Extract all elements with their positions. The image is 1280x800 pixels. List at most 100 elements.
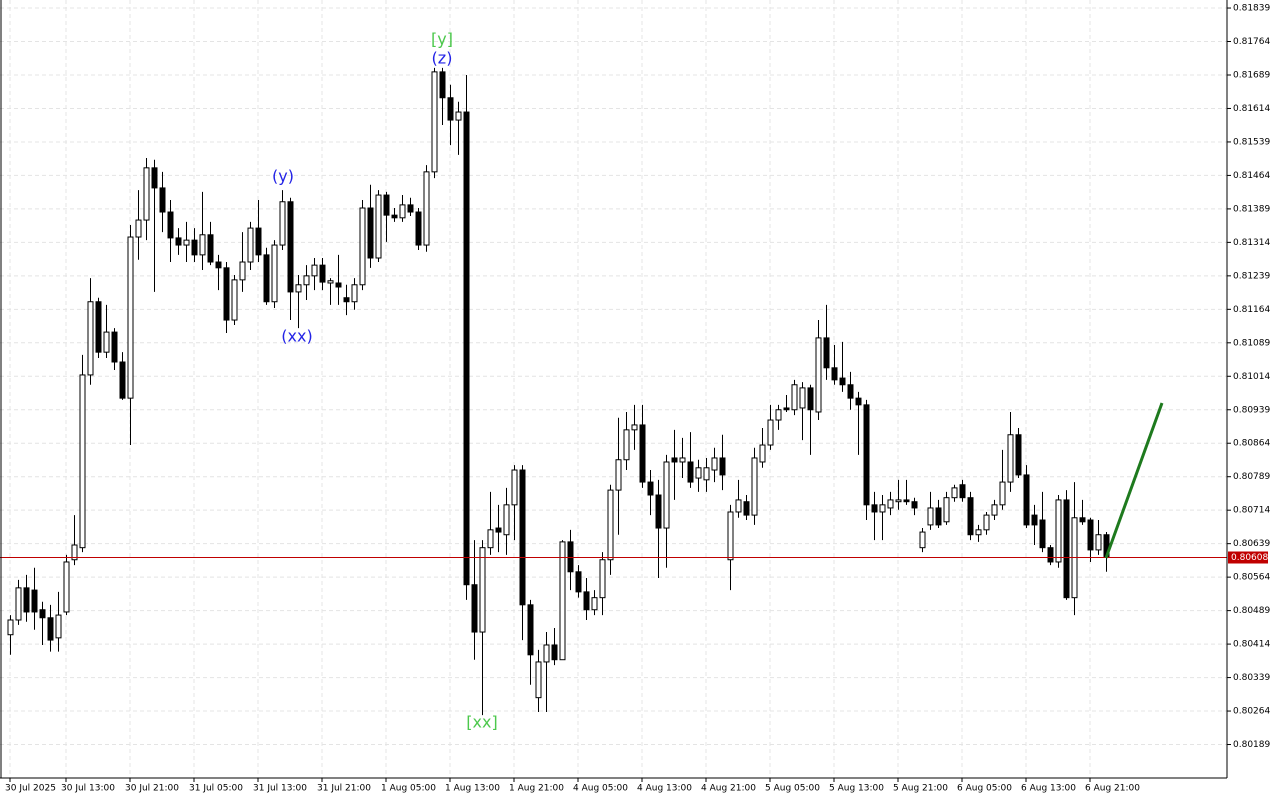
candle-body (407, 204, 414, 213)
candle-body (943, 497, 950, 523)
candle-body (831, 367, 838, 381)
candle-body (487, 529, 494, 549)
y-tick-label: 0.80564 (1233, 573, 1270, 583)
candle-body (359, 207, 366, 286)
x-tick-label: 1 Aug 13:00 (445, 784, 500, 794)
y-tick-label: 0.81764 (1233, 37, 1270, 47)
candle-body (879, 504, 886, 513)
candle-body (559, 541, 566, 661)
candle-body (1007, 434, 1014, 483)
candle-body (519, 469, 526, 606)
candle-body (807, 387, 814, 411)
x-tick-label: 4 Aug 05:00 (573, 784, 628, 794)
x-tick-label: 5 Aug 13:00 (829, 784, 884, 794)
y-tick-label: 0.80639 (1233, 539, 1270, 549)
candle-body (423, 171, 430, 246)
candle-body (503, 504, 510, 536)
candle-body (479, 547, 486, 633)
candle-body (543, 644, 550, 663)
wave-label: (xx) (281, 327, 312, 346)
y-tick-label: 0.81314 (1233, 238, 1270, 248)
candle-body (735, 499, 742, 513)
candle-body (39, 609, 46, 619)
x-tick-label: 5 Aug 21:00 (893, 784, 948, 794)
candle-body (839, 377, 846, 386)
candle-body (1039, 519, 1046, 549)
candle-body (511, 469, 518, 506)
candle-body (295, 284, 302, 293)
candle-body (7, 619, 14, 636)
y-tick-label: 0.80189 (1233, 740, 1270, 750)
candle-body (495, 527, 502, 533)
candle-body (535, 661, 542, 699)
candle-body (87, 301, 94, 376)
candle-body (103, 331, 110, 353)
x-tick-label: 31 Jul 21:00 (317, 784, 371, 794)
candle-body (911, 501, 918, 509)
candle-body (447, 97, 454, 121)
candle-body (1055, 499, 1062, 563)
candle-body (591, 597, 598, 611)
candle-body (23, 587, 30, 613)
candle-body (183, 239, 190, 246)
candle-body (775, 409, 782, 421)
candle-body (639, 424, 646, 483)
candle-body (623, 429, 630, 461)
candle-body (471, 584, 478, 633)
candle-body (551, 644, 558, 661)
candle-body (607, 489, 614, 561)
candle-body (1079, 517, 1086, 523)
y-tick-label: 0.81614 (1233, 104, 1270, 114)
candle-body (279, 201, 286, 246)
candle-body (567, 541, 574, 573)
candle-body (999, 481, 1006, 506)
candle-body (791, 384, 798, 411)
candle-body (631, 424, 638, 431)
candle-body (983, 514, 990, 531)
candle-body (991, 504, 998, 516)
candle-body (759, 444, 766, 463)
x-tick-label: 1 Aug 05:00 (381, 784, 436, 794)
x-tick-label: 31 Jul 05:00 (189, 784, 243, 794)
y-tick-label: 0.80864 (1233, 439, 1270, 449)
grid (0, 0, 1227, 778)
candle-body (751, 457, 758, 516)
y-tick-label: 0.81689 (1233, 70, 1270, 80)
wave-label: (z) (432, 49, 453, 68)
candle-body (727, 511, 734, 561)
forecast-line (1104, 402, 1164, 559)
y-tick-label: 0.81464 (1233, 171, 1270, 181)
candle-body (175, 237, 182, 246)
candle-body (335, 282, 342, 288)
candle-body (799, 387, 806, 409)
candle-body (415, 211, 422, 246)
candle-body (663, 461, 670, 529)
candle-body (935, 507, 942, 526)
candle-body (719, 457, 726, 476)
candle-body (895, 499, 902, 503)
candle-body (127, 236, 134, 399)
candle-body (247, 227, 254, 263)
candle-body (263, 254, 270, 303)
x-tick-label: 30 Jul 2025 (5, 784, 56, 794)
candle-body (311, 264, 318, 277)
candle-body (63, 561, 70, 613)
candle-body (903, 499, 910, 503)
candle-body (255, 227, 262, 256)
candle-body (399, 204, 406, 219)
candle-body (975, 529, 982, 536)
candle-body (919, 531, 926, 549)
candle-body (375, 194, 382, 259)
candle-body (855, 397, 862, 406)
candle-body (391, 214, 398, 219)
x-tick-label: 5 Aug 05:00 (765, 784, 820, 794)
y-tick-label: 0.81014 (1233, 372, 1270, 382)
candle-body (231, 279, 238, 321)
x-tick-label: 30 Jul 21:00 (125, 784, 179, 794)
last-price-box (1228, 551, 1268, 564)
candle-body (823, 337, 830, 369)
y-tick-label: 0.81389 (1233, 204, 1270, 214)
candle-body (351, 284, 358, 303)
